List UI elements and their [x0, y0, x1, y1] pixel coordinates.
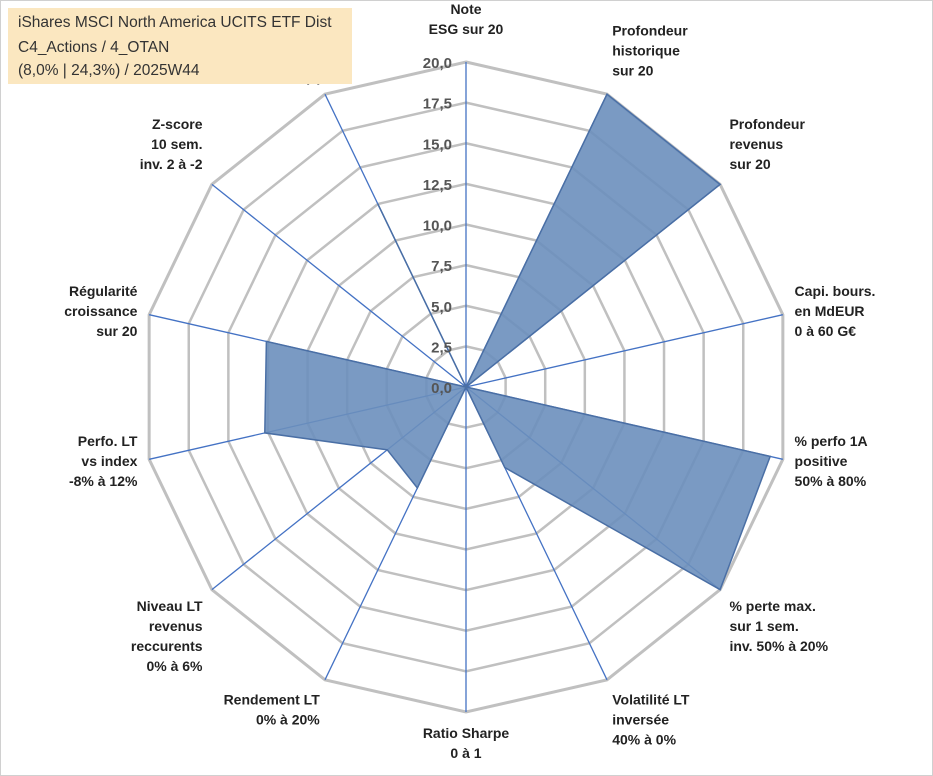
axis-label-line: Ratio Sharpe — [423, 725, 510, 741]
axis-label-line: 0 à 60 G€ — [795, 323, 857, 339]
axis-label-line: -8% à 12% — [69, 473, 138, 489]
axis-label-line: Profondeur — [612, 22, 688, 38]
axis-label-line: sur 20 — [612, 62, 653, 78]
tick-label: 10,0 — [423, 218, 452, 235]
axis-label-line: 40% à 0% — [612, 732, 676, 748]
tick-label: 2,5 — [431, 339, 452, 356]
axis-label-line: % perfo 1A — [795, 433, 868, 449]
axis-label-line: Rendement LT — [224, 692, 321, 708]
axis-label: Ratio Sharpe 0 à 1 — [423, 725, 510, 761]
axis-label-line: Profondeur — [729, 116, 805, 132]
axis-label: Niveau LT revenus reccurents 0% à 6% — [131, 598, 203, 674]
axis-label-line: vs index — [81, 453, 137, 469]
axis-label: Profondeur revenus sur 20 — [729, 116, 805, 172]
axis-label-line: positive — [795, 453, 848, 469]
axis-label-line: 10 sem. — [151, 136, 202, 152]
axis-label: Rendement LT 0% à 20% — [224, 692, 321, 728]
axis-label-line: sur 20 — [96, 323, 137, 339]
title-box: iShares MSCI North America UCITS ETF Dis… — [8, 8, 352, 84]
axis-spoke — [465, 314, 783, 388]
axis-label-line: Z-score — [152, 116, 203, 132]
axis-label-line: en MdEUR — [795, 303, 865, 319]
axis-label-line: ESG sur 20 — [429, 21, 504, 37]
axis-label-line: revenus — [729, 136, 783, 152]
axis-label: % perfo 1A positive 50% à 80% — [795, 433, 868, 489]
chart-title: iShares MSCI North America UCITS ETF Dis… — [18, 14, 332, 31]
axis-label-line: Capi. bours. — [795, 283, 876, 299]
axis-label-line: % perte max. — [729, 598, 815, 614]
axis-label-line: inv. 50% à 20% — [729, 638, 828, 654]
axis-label-line: Note — [450, 1, 481, 17]
axis-label-line: reccurents — [131, 638, 203, 654]
axis-label-line: revenus — [149, 618, 203, 634]
axis-label: Capi. bours. en MdEUR 0 à 60 G€ — [795, 283, 876, 339]
series-layer — [264, 93, 772, 591]
axis-label-line: sur 1 sem. — [729, 618, 798, 634]
tick-label: 5,0 — [431, 299, 452, 316]
chart-subtitle: (8,0% | 24,3%) / 2025W44 — [18, 62, 200, 79]
tick-label: 7,5 — [431, 258, 452, 275]
axis-label-line: 0 à 1 — [450, 745, 481, 761]
axis-label: Perfo. LT vs index -8% à 12% — [69, 433, 138, 489]
tick-label: 20,0 — [423, 55, 452, 72]
axis-label-line: Régularité — [69, 283, 138, 299]
tick-label: 12,5 — [423, 177, 452, 194]
chart-category: C4_Actions / 4_OTAN — [18, 39, 170, 56]
axis-label-line: sur 20 — [729, 156, 770, 172]
axis-label-line: croissance — [64, 303, 137, 319]
axis-label-line: Volatilité LT — [612, 692, 690, 708]
axis-label-line: historique — [612, 42, 680, 58]
axis-label-line: inv. 2 à -2 — [140, 156, 203, 172]
axis-label-line: 50% à 80% — [795, 473, 867, 489]
axis-label: Volatilité LT inversée 40% à 0% — [612, 692, 690, 748]
axis-label: Profondeur historique sur 20 — [612, 22, 688, 78]
axis-label-line: Perfo. LT — [78, 433, 138, 449]
axis-label-line: Niveau LT — [137, 598, 203, 614]
tick-layer: 0,0 2,5 5,0 7,5 10,0 12,5 15,0 17,5 20,0 — [423, 55, 452, 397]
axis-label-line: inversée — [612, 712, 669, 728]
axis-spoke — [211, 183, 467, 388]
axis-label: % perte max. sur 1 sem. inv. 50% à 20% — [729, 598, 828, 654]
axis-label-line: 0% à 6% — [146, 658, 203, 674]
axis-label: Note ESG sur 20 — [429, 1, 504, 37]
axis-label-line: 0% à 20% — [256, 712, 320, 728]
tick-label: 0,0 — [431, 380, 452, 397]
axis-label: Régularité croissance sur 20 — [64, 283, 137, 339]
tick-label: 15,0 — [423, 136, 452, 153]
data-series-area — [264, 93, 772, 591]
axis-label: Z-score 10 sem. inv. 2 à -2 — [140, 116, 203, 172]
tick-label: 17,5 — [423, 96, 452, 113]
